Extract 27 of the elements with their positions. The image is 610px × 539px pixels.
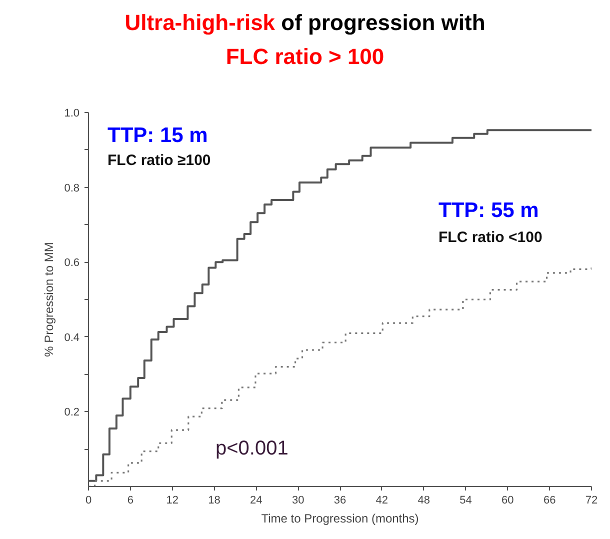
- x-tick-label: 0: [85, 494, 92, 506]
- x-tick-label: 60: [502, 494, 514, 506]
- x-tick-label: 6: [127, 494, 134, 506]
- x-tick-label: 72: [585, 494, 598, 506]
- y-tick-label: 0.2: [64, 406, 80, 419]
- annotation: TTP: 15 m: [108, 124, 208, 147]
- x-tick-label: 42: [376, 494, 388, 506]
- annotation: FLC ratio ≥100: [108, 152, 211, 169]
- annotation: TTP: 55 m: [438, 199, 539, 222]
- x-tick-label: 18: [208, 494, 220, 506]
- x-tick-label: 54: [460, 494, 472, 506]
- x-tick-label: 24: [250, 494, 262, 506]
- y-tick-label: 0.8: [64, 182, 80, 194]
- chart-subtitle: FLC ratio > 100: [226, 44, 384, 69]
- y-tick-label: 0.4: [64, 332, 80, 344]
- y-axis-title: % Progression to MM: [42, 242, 56, 357]
- x-tick-label: 12: [166, 494, 178, 506]
- annotation: p<0.001: [216, 438, 288, 460]
- annotation: FLC ratio <100: [438, 229, 542, 246]
- y-tick-label: 0.6: [64, 257, 80, 270]
- x-tick-label: 48: [418, 494, 430, 506]
- chart-title: Ultra-high-risk of progression with: [124, 10, 486, 35]
- x-tick-label: 30: [292, 494, 304, 506]
- x-tick-label: 66: [543, 494, 556, 506]
- y-tick-label: 1.0: [64, 108, 80, 120]
- x-tick-label: 36: [334, 494, 346, 506]
- x-axis-title: Time to Progression (months): [261, 512, 419, 526]
